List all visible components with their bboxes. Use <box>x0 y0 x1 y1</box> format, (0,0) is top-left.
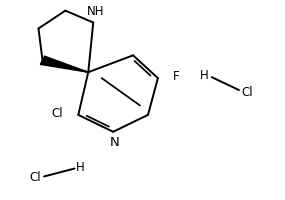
Text: H: H <box>200 69 209 82</box>
Text: Cl: Cl <box>242 86 253 99</box>
Text: N: N <box>110 136 119 149</box>
Text: Cl: Cl <box>30 171 41 184</box>
Text: H: H <box>76 161 85 174</box>
Polygon shape <box>40 56 88 72</box>
Text: F: F <box>173 70 180 83</box>
Text: Cl: Cl <box>51 107 63 120</box>
Text: NH: NH <box>87 5 105 18</box>
